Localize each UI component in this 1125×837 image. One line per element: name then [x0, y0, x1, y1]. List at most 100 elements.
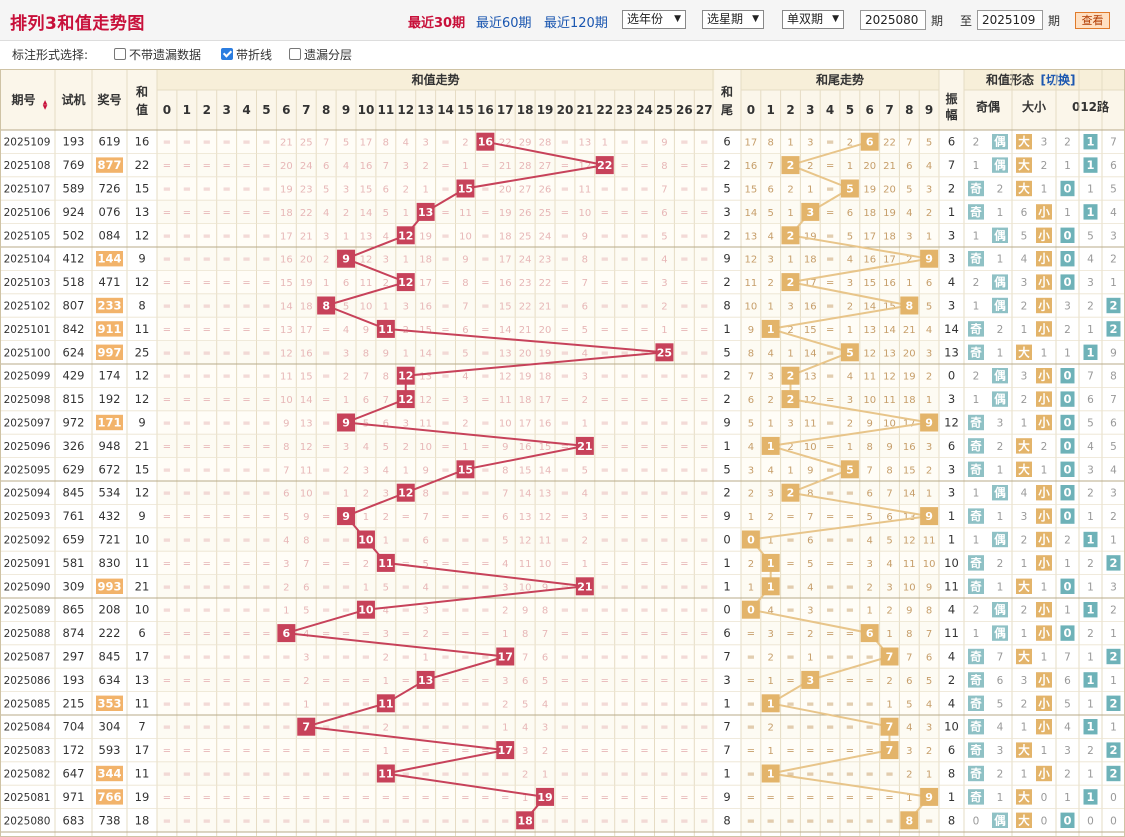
sum-miss-value: ═	[183, 606, 191, 617]
tail-header: 和	[720, 84, 733, 99]
tail-ball-label: 1	[767, 440, 775, 453]
tail-miss-value: 11	[863, 372, 876, 383]
route-mark: 2	[1109, 556, 1117, 570]
tail-value: 1	[723, 767, 730, 781]
sum-ball-label: 9	[342, 417, 350, 430]
oddeven-cell	[968, 321, 984, 337]
sum-miss-value: ═	[481, 255, 489, 266]
period-120-link[interactable]: 最近120期	[544, 16, 608, 31]
sum-miss-value: ═	[163, 419, 171, 430]
tail-miss-value: ═	[866, 746, 874, 757]
sum-miss-value: 20	[300, 255, 313, 266]
route-miss: 3	[1110, 581, 1117, 593]
sum-miss-value: ═	[163, 138, 171, 149]
tail-ball	[880, 717, 899, 736]
from-issue-input[interactable]: 2025080	[860, 10, 926, 30]
period-60-link[interactable]: 最近60期	[476, 16, 532, 31]
prize-number: 144	[97, 252, 121, 266]
sum-miss-value: ═	[402, 723, 410, 734]
issue-header[interactable]: 期号	[11, 92, 35, 107]
sum-miss-value: ═	[700, 442, 708, 453]
issue-number: 2025081	[4, 792, 51, 804]
tail-miss-value: 2	[886, 606, 892, 617]
sum-ball-label: 18	[517, 814, 532, 827]
sort-icon[interactable]: ▼	[43, 104, 48, 111]
sum-miss-value: ═	[442, 746, 450, 757]
sum-miss-value: ═	[561, 606, 569, 617]
sum-value: 10	[135, 533, 150, 547]
sum-miss-value: ═	[442, 302, 450, 313]
sum-miss-value: 15	[360, 185, 373, 196]
tail-miss-value: 2	[768, 653, 774, 664]
oddeven-cell	[968, 765, 984, 782]
sum-miss-value: ═	[481, 372, 489, 383]
sum-miss-value: ═	[700, 302, 708, 313]
sum-miss-value: ═	[402, 629, 410, 640]
sum-miss-value: ═	[581, 629, 589, 640]
tail-value: 8	[723, 813, 730, 827]
tail-miss-value: 4	[867, 536, 873, 547]
option-no-miss[interactable]: 不带遗漏数据	[114, 46, 201, 63]
sum-miss-value: 7	[283, 465, 289, 476]
oddeven-mark: 奇	[970, 345, 982, 359]
sum-ball	[516, 811, 535, 830]
sum-miss-value: 19	[419, 231, 432, 242]
checkbox-icon[interactable]	[114, 48, 126, 60]
sum-miss-value: ═	[442, 699, 450, 710]
parity-select[interactable]: 单双期 ▼	[782, 10, 844, 29]
bigsmall-mark: 大	[1018, 439, 1030, 453]
bigsmall-mark: 小	[1037, 252, 1050, 266]
tail-miss-value: ═	[826, 442, 834, 453]
tail-miss-value: 8	[768, 138, 774, 149]
trial-number: 193	[63, 135, 85, 149]
option-miss-layer[interactable]: 遗漏分层	[289, 46, 352, 63]
sum-miss-value: ═	[601, 231, 609, 242]
sum-miss-value: 1	[343, 395, 349, 406]
tail-miss-value: 7	[906, 138, 912, 149]
sum-axis-label: 19	[537, 103, 554, 117]
tail-miss-value: 2	[768, 278, 774, 289]
tail-value: 2	[723, 392, 730, 406]
sum-miss-value: ═	[700, 816, 708, 827]
bigsmall-cell	[1016, 344, 1032, 360]
sum-miss-value: ═	[700, 372, 708, 383]
tail-miss-value: 6	[926, 653, 932, 664]
sum-miss-value: ═	[481, 629, 489, 640]
bigsmall-cell	[1016, 789, 1032, 805]
checkbox-checked-icon[interactable]	[221, 48, 233, 60]
checkbox-icon[interactable]	[289, 48, 301, 60]
bigsmall-miss: 5	[1021, 230, 1028, 242]
year-select[interactable]: 选年份 ▼	[622, 10, 686, 29]
tail-miss-value: ═	[885, 770, 893, 781]
switch-link[interactable]: [切换]	[1041, 72, 1076, 87]
to-issue-input[interactable]: 2025109	[977, 10, 1043, 30]
sort-icon[interactable]: ▲	[43, 99, 48, 106]
sum-miss-value: ═	[322, 770, 330, 781]
tail-miss-value: 15	[903, 465, 916, 476]
sum-miss-value: ═	[680, 816, 688, 827]
period-30-link[interactable]: 最近30期	[408, 16, 466, 31]
sum-miss-value: ═	[183, 419, 191, 430]
tail-group-header	[741, 69, 939, 90]
tail-miss-value: 6	[748, 395, 754, 406]
sum-miss-value: ═	[581, 606, 589, 617]
option-polyline[interactable]: 带折线	[221, 46, 272, 63]
tail-miss-value: 2	[926, 465, 932, 476]
sum-miss-value: 24	[519, 255, 532, 266]
sum-miss-value: ═	[402, 746, 410, 757]
sum-miss-value: ═	[243, 348, 251, 359]
oddeven-mark: 偶	[994, 135, 1006, 149]
route-miss: 1	[1087, 769, 1094, 781]
sum-miss-value: ═	[680, 278, 688, 289]
sum-miss-value: ═	[481, 770, 489, 781]
tail-miss-value: ═	[826, 629, 834, 640]
issue-number: 2025096	[4, 441, 51, 453]
sum-ball-label: 11	[378, 697, 393, 710]
week-select[interactable]: 选星期 ▼	[702, 10, 764, 29]
query-button[interactable]: 查看	[1075, 12, 1110, 29]
oddeven-mark: 奇	[970, 790, 982, 804]
route-miss: 1	[1064, 160, 1071, 172]
tail-ball	[801, 670, 820, 689]
sum-miss-value: ═	[322, 559, 330, 570]
route-miss: 4	[1087, 254, 1094, 266]
